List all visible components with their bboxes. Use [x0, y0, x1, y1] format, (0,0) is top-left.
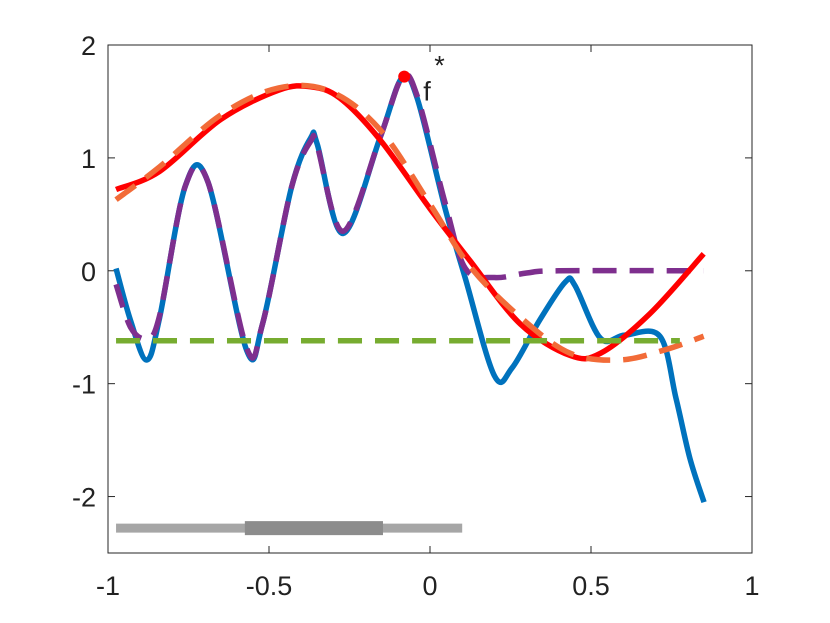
- line-series: [114, 82, 705, 363]
- y-tick-label: -2: [72, 483, 96, 513]
- x-tick-label: 0: [422, 571, 437, 601]
- y-tick-label: 1: [81, 144, 96, 174]
- x-tick-label: 0.5: [572, 571, 610, 601]
- y-tick-label: 0: [81, 257, 96, 287]
- annotation-superscript: *: [434, 51, 445, 81]
- line-series: [114, 83, 706, 362]
- x-tick-label: -0.5: [246, 571, 293, 601]
- annotation: f: [423, 77, 431, 107]
- x-tick-label: 1: [744, 571, 759, 601]
- y-tick-label: -1: [72, 370, 96, 400]
- x-tick-label: -1: [96, 571, 120, 601]
- optimum-point: [398, 70, 411, 83]
- y-tick-label: 2: [81, 31, 96, 61]
